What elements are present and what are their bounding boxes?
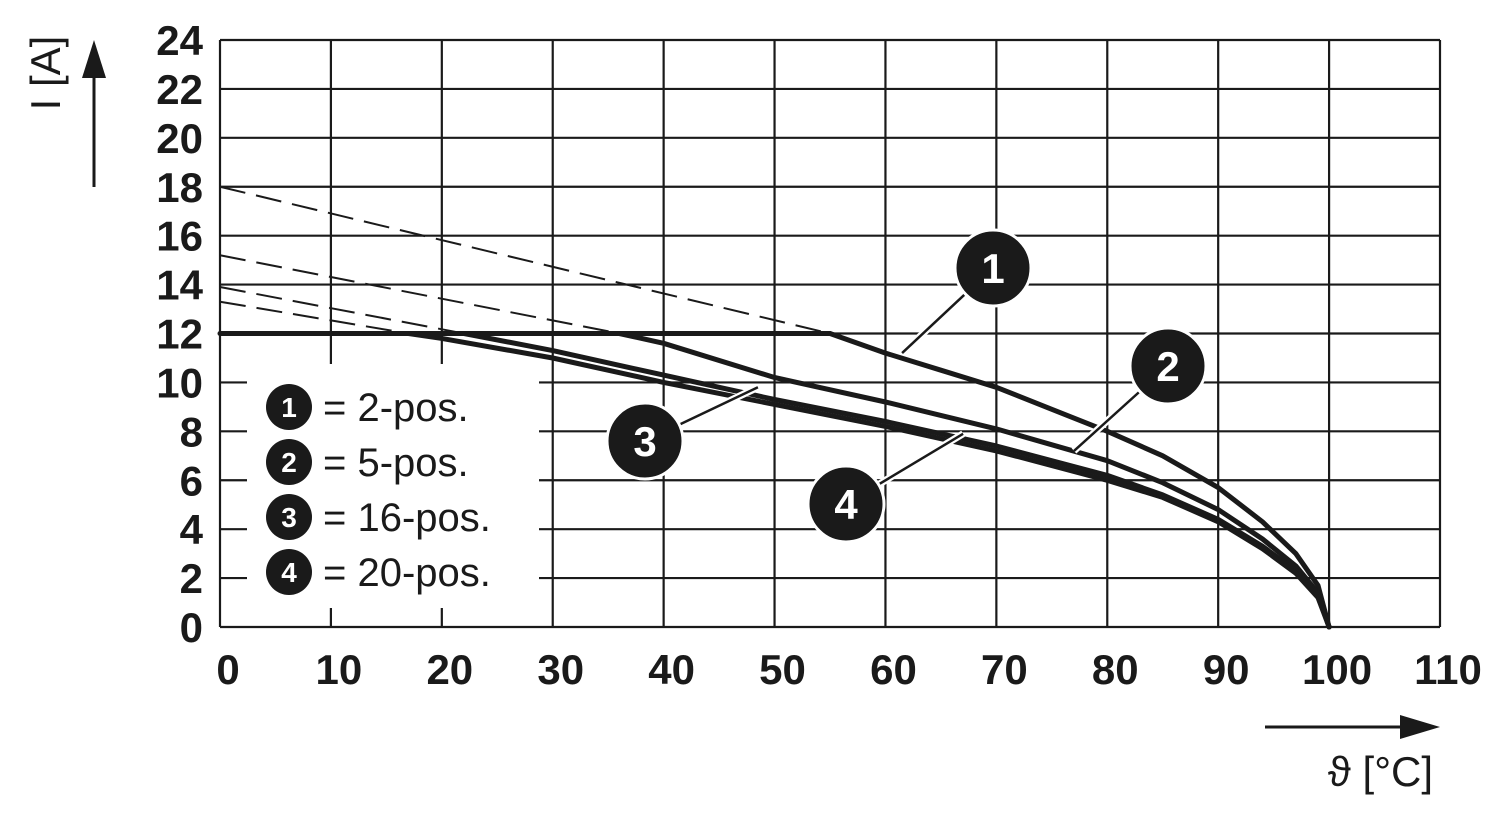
callout-4-leader	[876, 432, 964, 487]
x-axis-title: ϑ [°C]	[1328, 748, 1433, 795]
legend-item-1-label: = 2-pos.	[323, 386, 469, 430]
y-axis-title-group: I [A]	[22, 36, 106, 187]
legend-item-2-marker: 2	[281, 447, 297, 478]
x-tick-label-70: 70	[981, 646, 1028, 693]
y-tick-label-2: 2	[180, 555, 203, 602]
legend: 1 = 2-pos. 2 = 5-pos. 3 = 16-pos. 4 = 20-pos.	[247, 364, 539, 608]
series-4-dashed-line	[219, 300, 409, 335]
legend-item-4-marker: 4	[281, 557, 297, 588]
x-tick-label-100: 100	[1302, 646, 1372, 693]
callout-3-leader	[676, 386, 759, 427]
callout-2-leader	[1073, 389, 1143, 452]
x-tick-label-80: 80	[1092, 646, 1139, 693]
y-tick-label-24: 24	[156, 17, 203, 64]
y-tick-label-16: 16	[156, 213, 203, 260]
y-tick-label-8: 8	[180, 408, 203, 455]
series-2-dashed-line	[219, 254, 620, 335]
y-axis-arrow-icon	[82, 40, 106, 78]
legend-item-1-badge-icon	[266, 384, 312, 430]
y-axis-title: I [A]	[22, 36, 69, 111]
series-callouts: 1 2 3 4	[605, 228, 1208, 544]
x-tick-label-0: 0	[216, 646, 239, 693]
x-tick-labels: 0 10 20 30 40 50 60 70 80 90 100 110	[216, 646, 1482, 693]
legend-item-4-label: = 20-pos.	[323, 551, 491, 595]
legend-item-2-label: = 5-pos.	[323, 441, 469, 485]
x-axis-title-group: ϑ [°C]	[1265, 715, 1440, 795]
series-curves	[217, 331, 1332, 630]
callout-3-label: 3	[633, 418, 656, 465]
x-tick-label-60: 60	[870, 646, 917, 693]
callout-leaders	[676, 290, 1144, 489]
y-tick-label-0: 0	[180, 604, 203, 651]
callout-1-label: 1	[981, 245, 1004, 292]
series-3-dashed-line	[219, 286, 465, 335]
legend-item-4-badge-icon	[266, 549, 312, 595]
series-1-curve	[827, 331, 1332, 630]
series-2-curve	[616, 331, 1332, 630]
callout-2-label: 2	[1156, 343, 1179, 390]
callout-4-badge-icon	[806, 464, 886, 544]
legend-item-3-badge-icon	[266, 494, 312, 540]
y-tick-label-10: 10	[156, 359, 203, 406]
legend-item-2-badge-icon	[266, 439, 312, 485]
x-axis-arrow-icon	[1400, 715, 1440, 739]
callout-1-leader	[901, 291, 968, 354]
y-tick-label-14: 14	[156, 262, 203, 309]
legend-item-3-marker: 3	[281, 502, 297, 533]
extrapolation-lines	[219, 185, 831, 335]
grid	[218, 38, 1442, 629]
y-tick-label-4: 4	[180, 506, 204, 553]
legend-item-1-marker: 1	[281, 392, 297, 423]
x-tick-label-40: 40	[648, 646, 695, 693]
y-tick-label-20: 20	[156, 115, 203, 162]
callout-3-badge-icon	[605, 401, 685, 481]
series-4-curve	[406, 331, 1332, 630]
y-tick-label-18: 18	[156, 164, 203, 211]
x-tick-label-20: 20	[426, 646, 473, 693]
legend-item-3-label: = 16-pos.	[323, 496, 491, 540]
callout-1-badge-icon	[953, 228, 1033, 308]
y-tick-label-6: 6	[180, 457, 203, 504]
x-tick-label-30: 30	[537, 646, 584, 693]
callout-2-badge-icon	[1128, 326, 1208, 406]
x-tick-label-10: 10	[316, 646, 363, 693]
y-tick-label-12: 12	[156, 311, 203, 358]
series-1-dashed-line	[219, 185, 831, 335]
callout-4-label: 4	[834, 481, 858, 528]
x-tick-label-110: 110	[1414, 646, 1482, 693]
x-tick-label-50: 50	[759, 646, 806, 693]
x-tick-label-90: 90	[1203, 646, 1250, 693]
y-tick-label-22: 22	[156, 66, 203, 113]
